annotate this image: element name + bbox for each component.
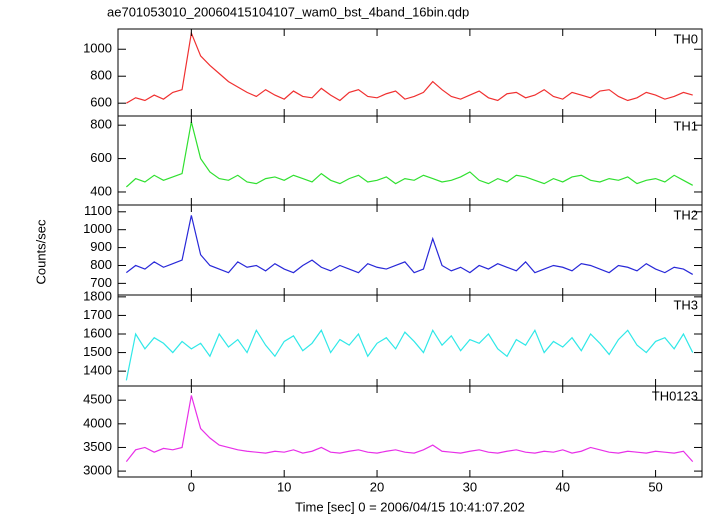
y-tick-label: 900 xyxy=(90,239,112,254)
x-tick-label: 20 xyxy=(370,479,384,494)
y-tick-label: 1600 xyxy=(83,325,112,340)
x-axis-label: Time [sec] 0 = 2006/04/15 10:41:07.202 xyxy=(295,499,525,514)
y-tick-label: 800 xyxy=(90,68,112,83)
x-tick-label: 30 xyxy=(463,479,477,494)
panel-frame xyxy=(117,204,703,296)
data-line xyxy=(125,121,694,188)
panel-frame xyxy=(117,115,703,206)
y-tick-label: 700 xyxy=(90,275,112,290)
data-line xyxy=(125,215,694,275)
x-tick-label: 50 xyxy=(648,479,662,494)
chart-title: ae701053010_20060415104107_wam0_bst_4ban… xyxy=(107,4,469,19)
y-tick-label: 1400 xyxy=(83,363,112,378)
y-tick-label: 1100 xyxy=(84,203,112,218)
y-tick-label: 800 xyxy=(90,117,112,132)
y-tick-label: 800 xyxy=(90,257,112,272)
data-line xyxy=(125,328,694,381)
y-axis-label: Counts/sec xyxy=(33,219,48,285)
y-tick-label: 1000 xyxy=(83,41,112,56)
y-tick-label: 400 xyxy=(90,183,112,198)
x-tick-label: 0 xyxy=(188,479,195,494)
panel-label: TH0 xyxy=(673,31,698,46)
y-tick-label: 4000 xyxy=(83,415,112,430)
y-tick-label: 1500 xyxy=(83,344,112,359)
y-tick-label: 600 xyxy=(90,95,112,110)
y-tick-label: 1800 xyxy=(83,288,112,303)
panel-frame xyxy=(117,385,703,478)
panel-label: TH1 xyxy=(673,118,698,133)
panel-frame xyxy=(117,28,703,117)
x-tick-label: 40 xyxy=(555,479,569,494)
panel-label: TH3 xyxy=(673,297,698,312)
panel-label: TH2 xyxy=(673,207,698,222)
y-tick-label: 600 xyxy=(90,150,112,165)
data-line xyxy=(125,395,694,463)
y-tick-label: 4500 xyxy=(83,392,112,407)
y-tick-label: 1700 xyxy=(83,307,112,322)
y-tick-label: 1000 xyxy=(83,221,112,236)
panel-label: TH0123 xyxy=(652,388,698,403)
y-tick-label: 3000 xyxy=(83,463,112,478)
panel-frame xyxy=(117,294,703,387)
data-line xyxy=(126,30,693,104)
x-tick-label: 10 xyxy=(277,479,291,494)
y-tick-label: 3500 xyxy=(83,439,112,454)
